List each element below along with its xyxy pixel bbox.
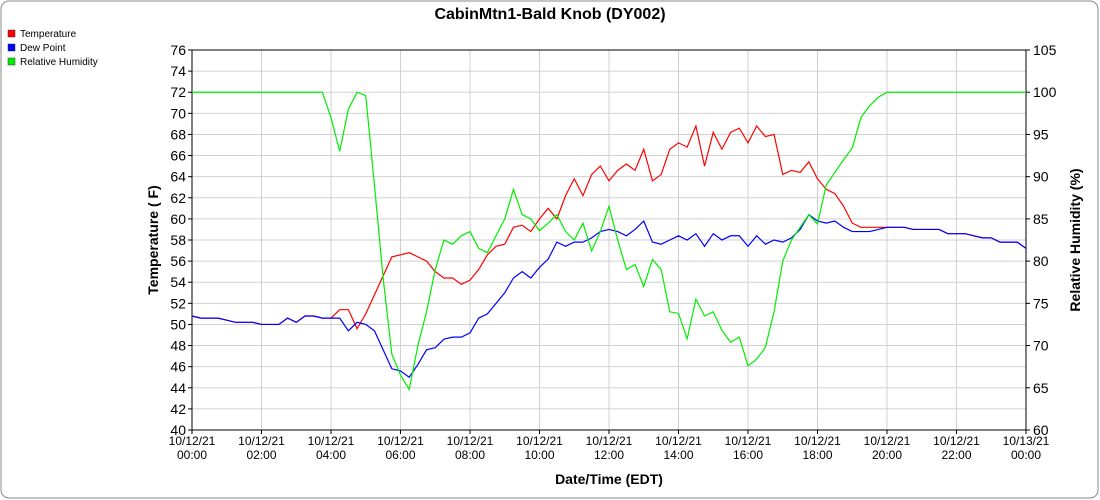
x-axis-title: Date/Time (EDT) [555, 471, 663, 487]
y2-tick-label: 90 [1033, 169, 1049, 185]
legend-label: Temperature [20, 29, 77, 40]
x-tick-label: 10/12/21 [238, 434, 285, 448]
y-tick-label: 58 [170, 232, 186, 248]
series-line [192, 91, 1026, 392]
y-tick-label: 56 [170, 253, 186, 269]
x-tick-label: 10/12/21 [864, 434, 911, 448]
x-tick-label: 10/12/21 [933, 434, 980, 448]
y-tick-label: 72 [170, 84, 186, 100]
x-tick-label: 04:00 [316, 448, 346, 462]
y-axis-title: Temperature ( F) [145, 185, 161, 294]
x-tick-label: 10/12/21 [794, 434, 841, 448]
y-tick-label: 54 [170, 274, 186, 290]
x-tick-label: 10/12/21 [169, 434, 216, 448]
y2-tick-label: 75 [1033, 295, 1049, 311]
y-tick-label: 70 [170, 105, 186, 121]
y2-tick-label: 60 [1033, 422, 1049, 438]
y-tick-label: 60 [170, 211, 186, 227]
x-tick-label: 10/12/21 [377, 434, 424, 448]
x-tick-label: 10/12/21 [447, 434, 494, 448]
y-tick-label: 52 [170, 295, 186, 311]
y2-tick-label: 65 [1033, 380, 1049, 396]
legend-swatch [7, 43, 16, 52]
x-tick-label: 10/13/21 [1003, 434, 1050, 448]
chart-title: CabinMtn1-Bald Knob (DY002) [434, 6, 665, 23]
x-tick-label: 10/12/21 [655, 434, 702, 448]
legend-swatch [7, 29, 16, 38]
x-tick-label: 08:00 [455, 448, 485, 462]
y2-tick-label: 95 [1033, 126, 1049, 142]
y-tick-label: 62 [170, 190, 186, 206]
y-tick-label: 68 [170, 126, 186, 142]
y2-tick-label: 70 [1033, 338, 1049, 354]
x-tick-label: 12:00 [594, 448, 624, 462]
x-tick-label: 22:00 [941, 448, 971, 462]
y2-tick-label: 105 [1033, 42, 1057, 58]
y2-tick-label: 85 [1033, 211, 1049, 227]
x-tick-label: 10/12/21 [725, 434, 772, 448]
x-tick-label: 06:00 [385, 448, 415, 462]
y-tick-label: 50 [170, 316, 186, 332]
series-line [191, 213, 1027, 379]
x-tick-label: 10/12/21 [308, 434, 355, 448]
legend-label: Relative Humidity [20, 57, 98, 68]
plot-border [191, 49, 1027, 431]
y-tick-label: 46 [170, 359, 186, 375]
y2-tick-label: 100 [1033, 84, 1057, 100]
x-tick-label: 10/12/21 [586, 434, 633, 448]
x-tick-label: 16:00 [733, 448, 763, 462]
y-tick-label: 66 [170, 148, 186, 164]
x-tick-label: 14:00 [663, 448, 693, 462]
y-tick-label: 64 [170, 169, 186, 185]
y-tick-label: 42 [170, 401, 186, 417]
x-tick-label: 00:00 [1011, 448, 1041, 462]
x-tick-label: 10/12/21 [516, 434, 563, 448]
y2-axis-title: Relative Humidity (%) [1067, 168, 1083, 311]
x-tick-label: 00:00 [177, 448, 207, 462]
legend-swatch [7, 57, 16, 66]
y-tick-label: 40 [170, 422, 186, 438]
y-tick-label: 74 [170, 63, 186, 79]
y2-tick-label: 80 [1033, 253, 1049, 269]
y-tick-label: 44 [170, 380, 186, 396]
x-tick-label: 20:00 [872, 448, 902, 462]
x-tick-label: 10:00 [524, 448, 554, 462]
y-tick-label: 48 [170, 338, 186, 354]
y-tick-label: 76 [170, 42, 186, 58]
x-tick-label: 18:00 [802, 448, 832, 462]
x-tick-label: 02:00 [246, 448, 276, 462]
legend-label: Dew Point [20, 43, 66, 54]
